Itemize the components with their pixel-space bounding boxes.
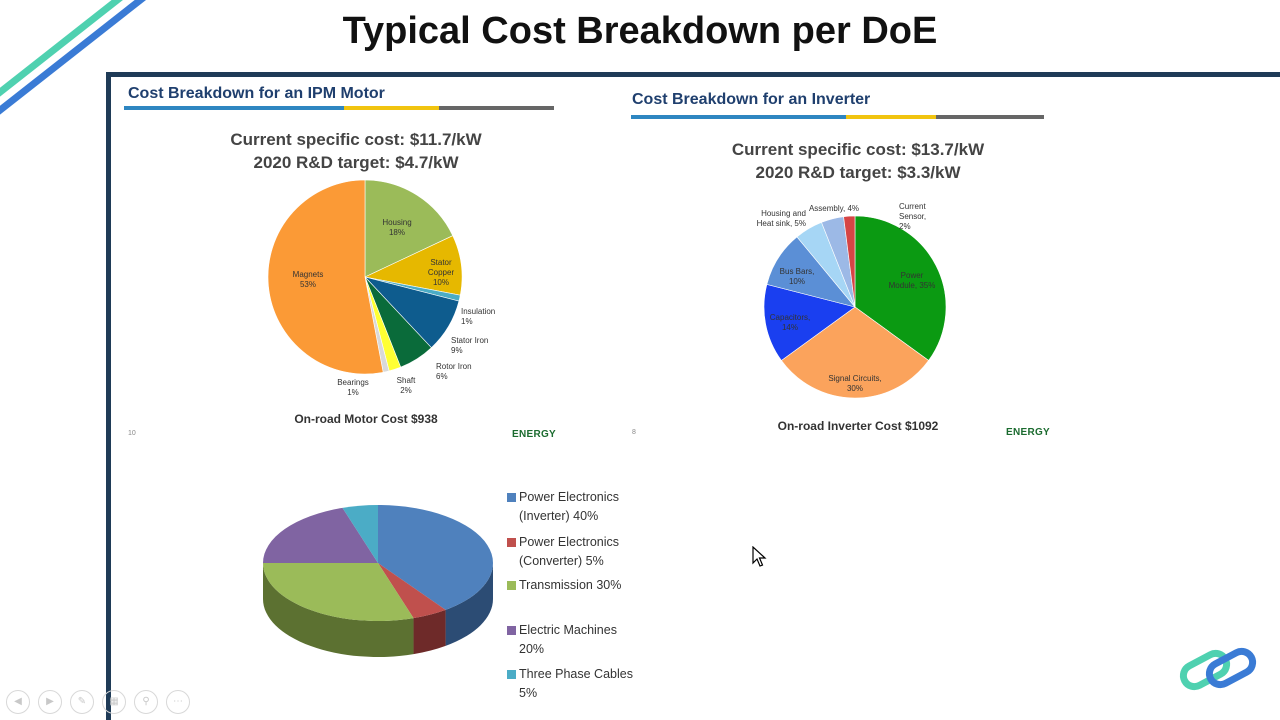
pie3d-slice-three-phase-cables [342, 505, 378, 563]
motor-housing-label-1: 18% [389, 228, 405, 237]
inverter-slice-power-module [854, 215, 947, 361]
presentation-toolbar: ◀ ▶ ✎ ▦ ⚲ ⋯ [6, 690, 190, 714]
legend-item-converter: Power Electronics (Converter) 5% [507, 533, 619, 571]
motor-shaft-label-0: Shaft [397, 376, 416, 385]
inverter-caption: On-road Inverter Cost $1092 [777, 419, 939, 433]
legend-label-inverter-1: Power Electronics [519, 490, 620, 504]
motor-energy-logo: ENERGY [512, 429, 557, 440]
inverter-housing-and-heat-sink-label-1: Heat sink, 5% [757, 219, 806, 228]
legend-swatch-transmission [507, 581, 516, 590]
inverter-current-cost: Current specific cost: $13.7/kW [731, 140, 985, 159]
legend-label-cables-1: Three Phase Cables [519, 667, 633, 681]
motor-slice-magnets [267, 180, 384, 375]
inverter-bus-bars-label-1: 10% [789, 277, 805, 286]
motor-insulation-label-0: Insulation [461, 307, 495, 316]
inverter-signal-circuits-label-1: 30% [847, 384, 863, 393]
motor-slice-housing [364, 180, 454, 278]
pie3d-slice-transmission [263, 563, 414, 621]
inverter-housing-and-heat-sink-label-0: Housing and [761, 209, 806, 218]
legend-label-transmission: Transmission 30% [519, 578, 622, 592]
motor-housing-label-0: Housing [382, 218, 411, 227]
legend-label-converter-1: Power Electronics [519, 535, 620, 549]
inverter-slice-capacitors [763, 284, 856, 361]
vehicle-cost-3d-pie-chart [263, 505, 493, 657]
chain-link-logo-icon [1179, 647, 1257, 691]
inverter-page-number: 8 [632, 429, 636, 436]
motor-rotor-iron-label-0: Rotor Iron [436, 362, 472, 371]
motor-stator-iron-label-0: Stator Iron [451, 336, 488, 345]
legend-label-electric-machines-1: Electric Machines [519, 623, 617, 637]
motor-stator-copper-label-1: Copper [428, 268, 455, 277]
motor-stator-copper-label-2: 10% [433, 278, 449, 287]
legend-swatch-converter [507, 538, 516, 547]
inverter-panel-title: Cost Breakdown for an Inverter [632, 91, 871, 108]
motor-insulation-label-1: 1% [461, 317, 473, 326]
inverter-power-module-label-0: Power [901, 271, 924, 280]
pie3d-side-power-electronics-converter [413, 609, 446, 655]
pen-icon[interactable]: ✎ [70, 690, 94, 714]
inverter-slice-current-sensor [843, 215, 856, 308]
inverter-capacitors-label-0: Capacitors, [770, 313, 810, 322]
frame-top-border [106, 72, 1280, 77]
inverter-target-cost: 2020 R&D target: $3.3/kW [755, 163, 961, 182]
legend-item-transmission: Transmission 30% [507, 576, 621, 595]
slides-grid-icon[interactable]: ▦ [102, 690, 126, 714]
zoom-icon[interactable]: ⚲ [134, 690, 158, 714]
motor-pie-chart: Housing18%StatorCopper10%Insulation1%Sta… [267, 180, 495, 397]
motor-shaft-label-1: 2% [400, 386, 412, 395]
motor-caption: On-road Motor Cost $938 [294, 412, 438, 426]
motor-page-number: 10 [128, 430, 136, 437]
legend-label-converter-2: (Converter) 5% [519, 554, 604, 568]
inverter-cost-text: Current specific cost: $13.7/kW 2020 R&D… [708, 138, 1008, 184]
inverter-capacitors-label-1: 14% [782, 323, 798, 332]
motor-panel-title: Cost Breakdown for an IPM Motor [128, 85, 385, 102]
slide-title: Typical Cost Breakdown per DoE [342, 10, 938, 52]
inverter-current-sensor-label-0: Current [899, 202, 926, 211]
mouse-cursor-icon [752, 546, 767, 567]
motor-bearings-label-0: Bearings [337, 378, 369, 387]
motor-target-cost: 2020 R&D target: $4.7/kW [253, 153, 459, 172]
previous-slide-icon[interactable]: ◀ [6, 690, 30, 714]
next-slide-icon[interactable]: ▶ [38, 690, 62, 714]
inverter-current-sensor-label-2: 2% [899, 222, 911, 231]
pie3d-side-transmission [263, 563, 414, 657]
inverter-slice-signal-circuits [780, 306, 930, 399]
legend-label-electric-machines-2: 20% [519, 642, 545, 656]
legend-label-cables-2: 5% [519, 686, 538, 700]
legend-item-electric-machines: Electric Machines 20% [507, 621, 617, 659]
inverter-signal-circuits-label-0: Signal Circuits, [828, 374, 881, 383]
inverter-energy-logo: ENERGY [1006, 427, 1051, 438]
legend-swatch-electric-machines [507, 626, 516, 635]
pie3d-slice-electric-machines [263, 507, 378, 563]
inverter-current-sensor-label-1: Sensor, [899, 212, 926, 221]
more-options-icon[interactable]: ⋯ [166, 690, 190, 714]
frame-left-border [106, 72, 111, 720]
legend-item-inverter: Power Electronics (Inverter) 40% [507, 488, 619, 526]
pie3d-side-power-electronics-inverter [445, 563, 493, 646]
inverter-panel-rule [631, 115, 1044, 119]
motor-rotor-iron-label-1: 6% [436, 372, 448, 381]
motor-bearings-label-1: 1% [347, 388, 359, 397]
legend-swatch-inverter [507, 493, 516, 502]
legend-item-cables: Three Phase Cables 5% [507, 665, 633, 703]
inverter-assembly-label-0: Assembly, 4% [809, 204, 859, 213]
motor-cost-text: Current specific cost: $11.7/kW 2020 R&D… [206, 128, 506, 174]
pie3d-slice-power-electronics-inverter [378, 505, 493, 610]
motor-stator-iron-label-1: 9% [451, 346, 463, 355]
motor-current-cost: Current specific cost: $11.7/kW [230, 130, 482, 149]
inverter-power-module-label-1: Module, 35% [889, 281, 936, 290]
inverter-bus-bars-label-0: Bus Bars, [780, 267, 815, 276]
motor-magnets-label-0: Magnets [293, 270, 324, 279]
legend-label-inverter-2: (Inverter) 40% [519, 509, 599, 523]
motor-stator-copper-label-0: Stator [430, 258, 452, 267]
motor-panel-rule [124, 106, 554, 110]
pie3d-slice-power-electronics-converter [378, 563, 446, 619]
corner-stripes-decoration [0, 0, 147, 115]
legend-swatch-cables [507, 670, 516, 679]
motor-magnets-label-1: 53% [300, 280, 316, 289]
